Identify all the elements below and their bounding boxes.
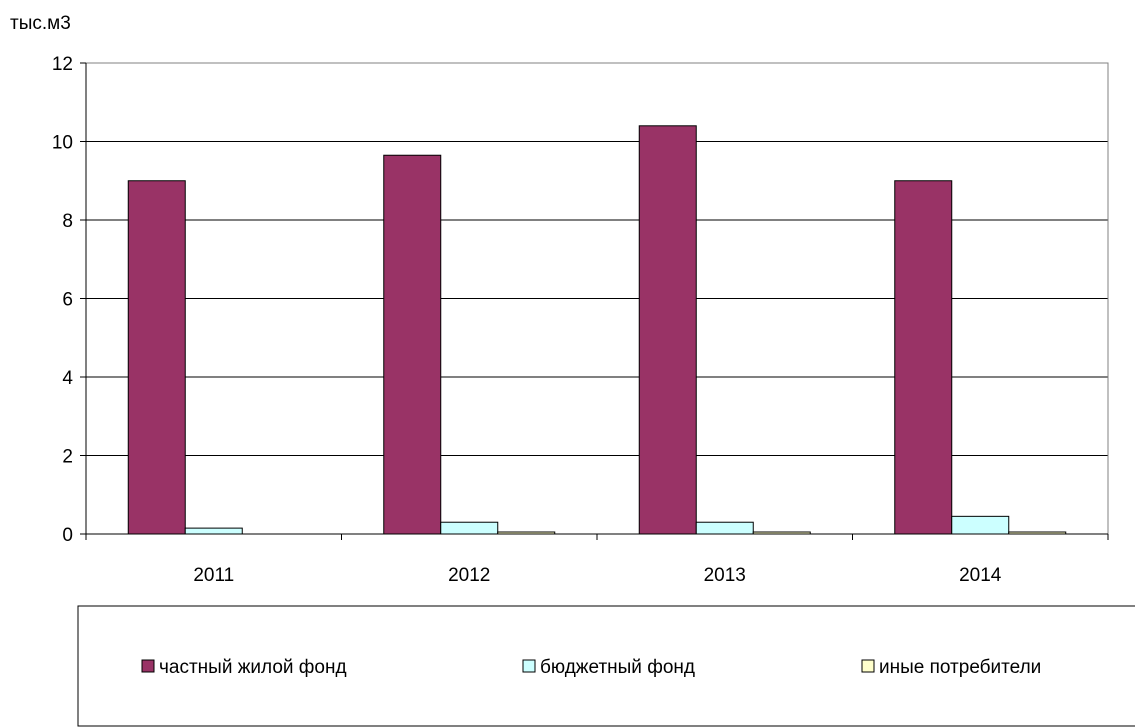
x-tick-label: 2013	[704, 565, 746, 586]
y-axis-ticks: 0 2 4 6 8 10 12	[52, 54, 86, 546]
axes: 2011 2012 2013 2014	[85, 63, 1109, 586]
legend-box	[77, 605, 1135, 727]
bar-2013-s2	[695, 521, 754, 535]
y-tick-label: 4	[62, 368, 73, 389]
legend-label-3: иные потребители	[879, 657, 1041, 678]
legend-swatch-3	[861, 659, 875, 673]
legend-label-2: бюджетный фонд	[540, 657, 695, 678]
legend: частный жилой фонд бюджетный фонд иные пот…	[77, 605, 1135, 727]
gridlines	[86, 62, 1108, 456]
bar-2012-s2	[440, 521, 499, 535]
legend-label-1: частный жилой фонд	[159, 657, 347, 678]
y-tick-label: 10	[52, 133, 73, 154]
legend-swatch-1	[141, 659, 155, 673]
x-tick-label: 2014	[959, 565, 1002, 586]
y-tick-label: 2	[62, 447, 73, 468]
bars	[127, 125, 1067, 535]
y-tick-label: 12	[52, 54, 73, 75]
x-tick-label: 2011	[193, 565, 234, 586]
bar-2014-s2	[951, 515, 1010, 535]
bar-2011-s1	[127, 180, 186, 535]
y-tick-label: 6	[62, 290, 73, 311]
x-tick-label: 2012	[448, 565, 490, 586]
bar-2013-s1	[638, 125, 697, 535]
legend-swatch-2	[522, 659, 536, 673]
bar-2014-s1	[894, 180, 953, 535]
y-tick-label: 0	[62, 525, 73, 546]
y-tick-label: 8	[62, 211, 73, 232]
bar-2011-s2	[184, 527, 243, 535]
bar-2012-s1	[383, 154, 442, 535]
y-axis-unit-label: тыс.м3	[10, 13, 71, 34]
